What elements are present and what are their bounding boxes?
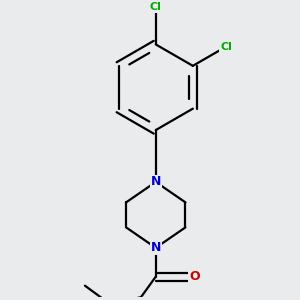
Text: O: O xyxy=(189,270,200,283)
Text: Cl: Cl xyxy=(220,42,232,52)
Text: Cl: Cl xyxy=(150,2,162,11)
Text: N: N xyxy=(151,176,161,188)
Text: N: N xyxy=(151,241,161,254)
